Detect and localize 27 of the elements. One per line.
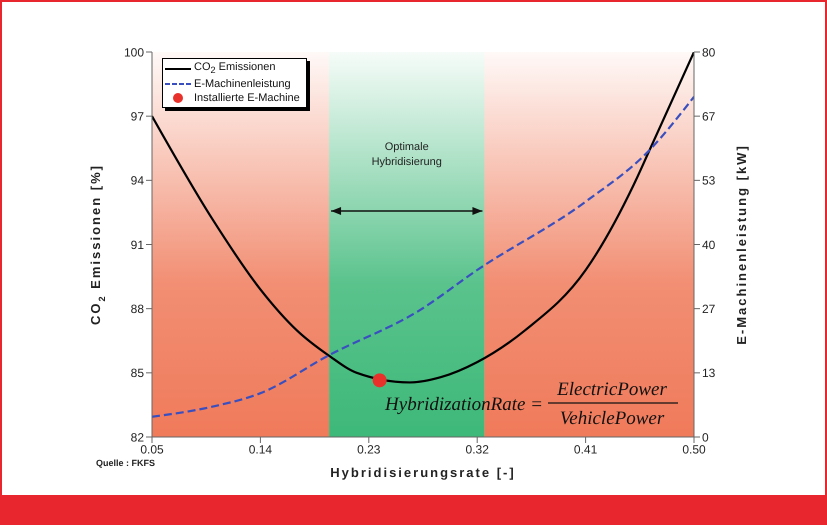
x-tick-label: 0.41	[574, 442, 598, 457]
x-tick-label: 0.32	[466, 442, 490, 457]
x-tick-label: 0.14	[248, 442, 272, 457]
source-note: Quelle : FKFS	[96, 458, 156, 468]
x-tick-label: 0.23	[357, 442, 381, 457]
y-tick-label: 91	[130, 238, 144, 252]
y-tick-label: 94	[130, 174, 144, 188]
y-tick-label: 85	[130, 366, 144, 380]
band-label: Optimale Hybridisierung	[372, 141, 442, 168]
legend-label: E-Machinenleistung	[194, 78, 291, 90]
y2-tick-label: 40	[702, 238, 716, 252]
y2-tick-label: 67	[702, 109, 716, 124]
y2-axis-title: E-Machinenleistung [kW]	[734, 144, 749, 345]
y2-tick-label: 80	[702, 45, 716, 60]
legend-label: Installierte E-Machine	[194, 92, 300, 104]
x-tick-label: 0.50	[682, 442, 706, 457]
y-tick-label: 97	[130, 109, 144, 124]
y-tick-label: 88	[130, 302, 144, 316]
y-tick-label: 100	[124, 45, 144, 60]
y2-tick-label: 27	[702, 302, 716, 316]
x-tick-label: 0.05	[140, 442, 164, 457]
y2-tick-label: 53	[702, 174, 716, 188]
x-axis-title: Hybridisierungsrate [-]	[330, 465, 516, 480]
y2-tick-label: 0	[702, 430, 709, 444]
legend-label: CO$_{2}$ Emissionen	[194, 61, 276, 76]
y2-tick-label: 13	[702, 366, 716, 380]
y-tick-label: 82	[130, 430, 144, 444]
